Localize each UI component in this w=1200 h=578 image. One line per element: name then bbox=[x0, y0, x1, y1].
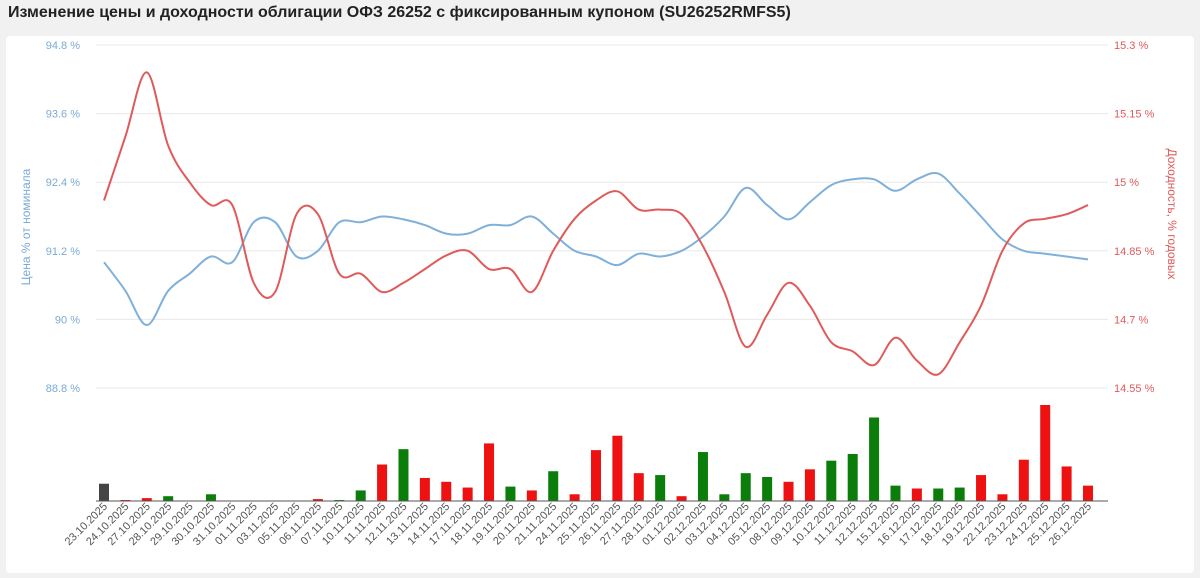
right-tick-label: 15 % bbox=[1114, 177, 1139, 189]
volume-bar bbox=[633, 473, 644, 501]
left-tick-label: 88.8 % bbox=[46, 383, 80, 395]
right-axis-title: Доходность, % годовых bbox=[1165, 149, 1179, 280]
volume-bar bbox=[163, 496, 174, 501]
left-axis: 94.8 % 93.6 % 92.4 % 91.2 % 90 % 88.8 % bbox=[46, 40, 80, 395]
volume-bar bbox=[740, 473, 751, 501]
volume-bar bbox=[141, 498, 152, 501]
price-yield-chart: 94.8 % 93.6 % 92.4 % 91.2 % 90 % 88.8 % 15.3 … bbox=[19, 40, 1179, 548]
volume-bar bbox=[526, 490, 537, 501]
grid bbox=[96, 44, 1108, 389]
left-axis-title: Цена % от номинала bbox=[19, 168, 33, 285]
volume-bar bbox=[869, 417, 880, 501]
volume-bar bbox=[890, 485, 901, 501]
volume-bar bbox=[1083, 485, 1093, 501]
right-tick-label: 15.3 % bbox=[1114, 40, 1148, 52]
volume-bar bbox=[1040, 405, 1051, 501]
right-tick-label: 14.7 % bbox=[1114, 314, 1148, 326]
volume-bar bbox=[933, 488, 944, 501]
volume-bar bbox=[1018, 459, 1029, 501]
volume-bar bbox=[205, 494, 216, 501]
volume-bar bbox=[441, 481, 452, 501]
volume-bar bbox=[569, 494, 580, 501]
volume-bar bbox=[591, 450, 601, 501]
volume-bar bbox=[548, 471, 559, 501]
volume-bar bbox=[997, 494, 1008, 501]
volume-bar bbox=[355, 490, 366, 501]
volume-bar bbox=[911, 488, 922, 501]
left-tick-label: 92.4 % bbox=[46, 177, 80, 189]
volume-bar bbox=[783, 481, 794, 501]
volume-bar bbox=[1061, 466, 1072, 501]
volume-bar bbox=[99, 483, 109, 501]
volume-bars bbox=[99, 405, 1093, 501]
volume-bar bbox=[976, 475, 987, 501]
chart-card: 94.8 % 93.6 % 92.4 % 91.2 % 90 % 88.8 % 15.3 … bbox=[6, 36, 1194, 573]
volume-bar bbox=[847, 453, 858, 501]
yield-line bbox=[103, 71, 1089, 376]
left-tick-label: 94.8 % bbox=[46, 40, 80, 52]
volume-bar bbox=[377, 464, 388, 501]
volume-bar bbox=[676, 496, 687, 501]
volume-bar bbox=[312, 499, 323, 501]
right-tick-label: 14.55 % bbox=[1114, 383, 1155, 395]
volume-bar bbox=[954, 487, 965, 501]
volume-bar bbox=[398, 449, 409, 501]
price-line bbox=[103, 172, 1089, 327]
volume-bar bbox=[719, 494, 730, 501]
left-tick-label: 90 % bbox=[55, 314, 80, 326]
volume-bar bbox=[804, 469, 815, 501]
volume-bar bbox=[826, 460, 837, 501]
right-axis: 15.3 % 15.15 % 15 % 14.85 % 14.7 % 14.55 % bbox=[1114, 40, 1155, 395]
volume-bar bbox=[484, 443, 495, 501]
right-tick-label: 14.85 % bbox=[1114, 246, 1155, 258]
volume-bar bbox=[762, 477, 773, 501]
series-lines bbox=[103, 71, 1089, 376]
volume-bar bbox=[655, 475, 666, 501]
volume-bar bbox=[462, 487, 473, 501]
right-tick-label: 15.15 % bbox=[1114, 109, 1155, 121]
left-tick-label: 91.2 % bbox=[46, 246, 80, 258]
volume-bar bbox=[419, 477, 430, 501]
left-tick-label: 93.6 % bbox=[46, 109, 80, 121]
volume-bar bbox=[697, 452, 708, 501]
volume-bar bbox=[505, 486, 516, 501]
volume-bar bbox=[612, 435, 623, 501]
x-axis-labels: 23.10.202524.10.202527.10.202528.10.2025… bbox=[63, 501, 1094, 548]
page-title: Изменение цены и доходности облигации ОФ… bbox=[8, 4, 791, 21]
